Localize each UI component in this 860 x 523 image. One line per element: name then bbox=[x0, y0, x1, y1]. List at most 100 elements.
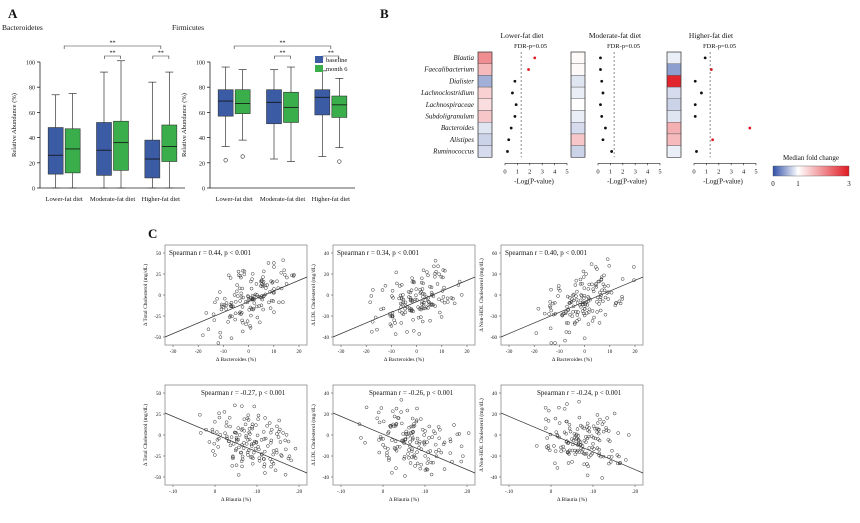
data-point bbox=[412, 453, 417, 457]
data-point bbox=[574, 297, 579, 302]
data-point bbox=[577, 317, 581, 322]
data-point bbox=[566, 321, 570, 325]
data-point bbox=[553, 449, 558, 453]
fdr-label: FDR-p=0.05 bbox=[607, 43, 640, 50]
x-tick-label: 5 bbox=[565, 168, 568, 175]
y-tick-label: 40 bbox=[492, 392, 498, 397]
pvalue-dot bbox=[700, 91, 703, 95]
data-point bbox=[576, 437, 581, 442]
heatmap-cell bbox=[477, 86, 493, 99]
x-tick-label: Moderate-fat diet bbox=[260, 196, 305, 203]
data-point bbox=[419, 315, 423, 319]
pvalue-dot bbox=[693, 79, 697, 83]
data-point bbox=[392, 424, 396, 428]
data-point bbox=[577, 415, 582, 420]
data-point bbox=[449, 296, 454, 300]
sig-label: ** bbox=[280, 51, 286, 57]
pvalue-dot bbox=[600, 79, 604, 83]
data-point bbox=[222, 410, 227, 414]
data-point bbox=[238, 274, 243, 278]
data-point bbox=[198, 413, 202, 417]
data-point bbox=[226, 320, 230, 324]
data-point bbox=[397, 309, 402, 313]
data-point bbox=[575, 301, 580, 305]
data-point bbox=[586, 295, 590, 299]
data-point bbox=[433, 258, 438, 263]
data-point bbox=[543, 426, 548, 430]
data-point bbox=[279, 453, 283, 457]
data-point bbox=[598, 297, 602, 302]
x-axis-label: Δ Blautia (%) bbox=[221, 496, 251, 503]
data-point bbox=[401, 293, 405, 297]
data-point bbox=[586, 310, 591, 315]
data-point bbox=[228, 302, 233, 307]
y-tick-label: 20 bbox=[199, 161, 205, 167]
pvalue-dot bbox=[693, 103, 697, 107]
data-point bbox=[398, 293, 403, 298]
data-point bbox=[567, 330, 572, 335]
data-point bbox=[230, 314, 234, 319]
data-point bbox=[408, 290, 413, 295]
data-point bbox=[592, 447, 596, 451]
data-point bbox=[549, 341, 554, 345]
data-point bbox=[587, 307, 592, 312]
data-point bbox=[275, 432, 279, 436]
data-point bbox=[375, 327, 379, 332]
data-point bbox=[618, 461, 622, 466]
data-point bbox=[217, 436, 221, 441]
y-tick-label: 60 bbox=[29, 111, 35, 117]
data-point bbox=[244, 433, 248, 438]
data-point bbox=[228, 443, 233, 448]
data-point bbox=[604, 428, 609, 432]
data-point bbox=[419, 280, 424, 285]
data-point bbox=[287, 454, 292, 459]
data-point bbox=[566, 294, 570, 299]
row-label: Bacteroides bbox=[441, 124, 474, 132]
data-point bbox=[433, 304, 437, 308]
box-baseline bbox=[314, 89, 331, 116]
data-point bbox=[213, 300, 217, 305]
data-point bbox=[410, 455, 414, 459]
data-point bbox=[237, 433, 242, 437]
data-point bbox=[587, 446, 591, 450]
heatmap-cell bbox=[570, 86, 586, 99]
data-point bbox=[614, 301, 618, 305]
data-point bbox=[405, 408, 410, 413]
data-point bbox=[419, 306, 424, 310]
data-point bbox=[597, 427, 601, 432]
data-point bbox=[417, 442, 422, 446]
data-point bbox=[246, 294, 251, 299]
data-point bbox=[579, 293, 583, 297]
x-tick-label: -20 bbox=[363, 350, 370, 355]
data-point bbox=[627, 433, 631, 437]
data-point bbox=[206, 327, 211, 332]
data-point bbox=[237, 286, 242, 291]
data-point bbox=[577, 450, 582, 454]
data-point bbox=[428, 449, 433, 453]
data-point bbox=[423, 306, 427, 311]
y-tick-label: -50 bbox=[154, 476, 161, 481]
data-point bbox=[281, 258, 285, 263]
data-point bbox=[418, 466, 423, 471]
data-point bbox=[292, 273, 296, 277]
data-point bbox=[570, 448, 575, 453]
x-axis-label: -Log(P-value) bbox=[607, 177, 647, 185]
data-point bbox=[588, 297, 592, 302]
data-point bbox=[240, 443, 244, 447]
row-label: Alistipes bbox=[449, 136, 474, 144]
data-point bbox=[411, 309, 415, 314]
data-point bbox=[253, 292, 258, 297]
data-point bbox=[574, 433, 578, 438]
data-point bbox=[576, 310, 580, 314]
pvalue-dot bbox=[711, 138, 714, 142]
data-point bbox=[534, 331, 539, 335]
data-point bbox=[551, 301, 555, 306]
data-point bbox=[256, 445, 260, 449]
data-point bbox=[439, 315, 444, 319]
data-point bbox=[586, 455, 591, 459]
data-point bbox=[546, 419, 551, 423]
data-point bbox=[257, 456, 262, 460]
heatmap-cell bbox=[666, 63, 682, 76]
pvalue-dot bbox=[695, 150, 698, 153]
data-point bbox=[435, 282, 440, 286]
